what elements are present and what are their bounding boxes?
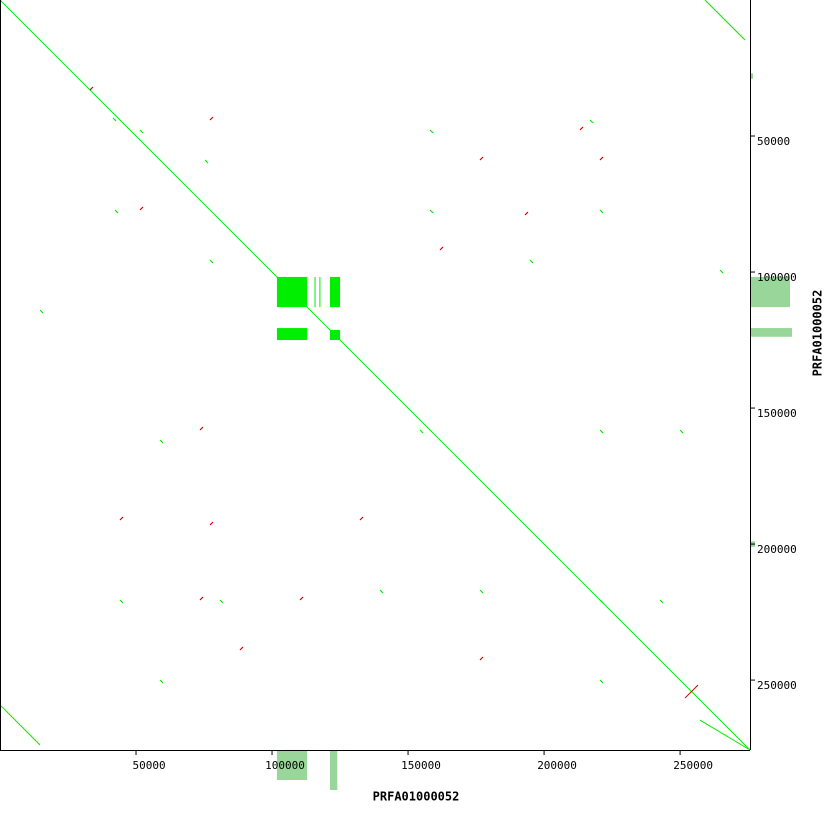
alignment-dot [209,259,214,264]
alignment-dot [39,309,44,314]
alignment-dot [209,521,214,526]
alignment-dot [599,429,604,434]
alignment-dot [419,429,424,434]
alignment-dot [89,86,94,91]
y-tick-label: 250000 [757,679,797,692]
alignment-dot [599,599,604,604]
alignment-dot [209,116,214,121]
alignment-dot [299,596,304,601]
alignment-dot [479,589,484,594]
x-tick-label: 150000 [401,759,441,772]
coverage-bar [750,276,790,308]
alignment-dot [159,439,164,444]
repeat-block [329,276,341,308]
alignment-dot [159,679,164,684]
alignment-dot [239,646,244,651]
alignment-dot [479,656,484,661]
y-tick-label: 50000 [757,135,790,148]
alignment-dot [429,209,434,214]
x-tick-label: 250000 [673,759,713,772]
repeat-block [276,328,308,341]
alignment-dot [679,429,684,434]
alignment-dot [112,117,117,122]
alignment [704,0,746,41]
y-tick-label: 150000 [757,407,797,420]
alignment [0,704,41,746]
alignment-dot [119,516,124,521]
x-tick-label: 200000 [537,759,577,772]
alignment-dot [139,206,144,211]
alignment-dot [529,259,534,264]
alignment-dot [219,599,224,604]
alignment-dot [114,209,119,214]
alignment-dot [479,156,484,161]
alignment-dot [599,209,604,214]
alignment-dot [119,599,124,604]
x-tick-label: 50000 [132,759,165,772]
x-tick-label: 100000 [265,759,305,772]
alignment [0,0,751,751]
alignment [684,684,699,699]
coverage-bar [329,750,338,790]
y-tick-label: 200000 [757,543,797,556]
alignment-dot [439,246,444,251]
coverage-bar [276,750,308,780]
alignment-dot [589,119,594,124]
alignment-dot [599,156,604,161]
alignment-dot [359,516,364,521]
alignment-dot [429,129,434,134]
coverage-bar [750,73,753,79]
alignment-dot [579,126,584,131]
alignment-dot [379,589,384,594]
coverage-bar [750,328,792,337]
y-tick-label: 100000 [757,271,797,284]
alignment-dot [599,679,604,684]
alignment-dot [204,159,209,164]
y-axis-label: PRFA01000052 [811,290,825,377]
alignment-dot [199,426,204,431]
alignment-dot [719,269,724,274]
alignment-dot [139,129,144,134]
alignment-dot [524,211,529,216]
alignment [699,719,751,751]
alignment-dot [199,596,204,601]
alignment-dot [659,599,664,604]
x-axis-label: PRFA01000052 [373,790,460,804]
